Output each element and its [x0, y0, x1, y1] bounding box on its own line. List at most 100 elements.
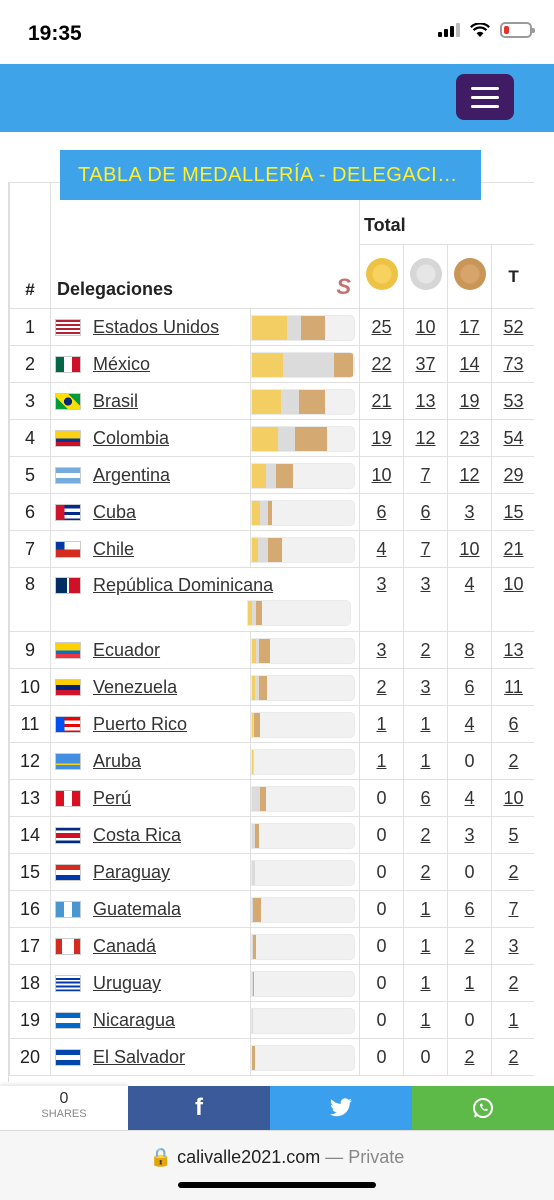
signal-icon [438, 23, 460, 37]
whatsapp-share-button[interactable] [412, 1086, 554, 1130]
bronze-count[interactable]: 12 [447, 456, 492, 494]
table-row: 17 Canadá 0 1 2 3 [9, 927, 534, 965]
gold-count[interactable]: 22 [359, 345, 404, 383]
total-count[interactable]: 11 [490, 668, 534, 706]
delegation-link[interactable]: Ecuador [93, 639, 161, 660]
silver-count[interactable]: 1 [403, 890, 448, 928]
silver-count[interactable]: 2 [403, 816, 448, 854]
gold-count[interactable]: 21 [359, 382, 404, 420]
silver-count[interactable]: 6 [403, 493, 448, 531]
bronze-count[interactable]: 2 [447, 1038, 492, 1076]
bronze-count[interactable]: 6 [447, 668, 492, 706]
total-count[interactable]: 29 [490, 456, 534, 494]
gold-count[interactable]: 25 [359, 308, 404, 346]
total-count[interactable]: 13 [490, 631, 534, 669]
gold-count[interactable]: 1 [359, 705, 404, 743]
facebook-share-button[interactable]: f [128, 1086, 270, 1130]
bronze-count: 0 [447, 742, 492, 780]
total-count[interactable]: 10 [490, 567, 534, 632]
total-count[interactable]: 2 [490, 964, 534, 1002]
gold-count[interactable]: 10 [359, 456, 404, 494]
hamburger-icon[interactable] [456, 74, 514, 120]
total-count[interactable]: 1 [490, 1001, 534, 1039]
delegation-link[interactable]: Aruba [93, 750, 142, 771]
total-count[interactable]: 2 [490, 742, 534, 780]
silver-count[interactable]: 1 [403, 964, 448, 1002]
bronze-count[interactable]: 6 [447, 890, 492, 928]
silver-count[interactable]: 1 [403, 742, 448, 780]
total-count[interactable]: 52 [490, 308, 534, 346]
delegation-link[interactable]: Nicaragua [93, 1009, 176, 1030]
medal-bar-cell [250, 419, 360, 457]
bronze-count[interactable]: 23 [447, 419, 492, 457]
silver-count[interactable]: 37 [403, 345, 448, 383]
total-count[interactable]: 2 [490, 1038, 534, 1076]
bronze-count[interactable]: 4 [447, 705, 492, 743]
silver-count[interactable]: 1 [403, 927, 448, 965]
delegation-link[interactable]: Paraguay [93, 861, 171, 882]
delegation-link[interactable]: México [93, 353, 151, 374]
gold-count[interactable]: 2 [359, 668, 404, 706]
total-count[interactable]: 10 [490, 779, 534, 817]
total-count[interactable]: 15 [490, 493, 534, 531]
silver-count[interactable]: 1 [403, 705, 448, 743]
silver-count[interactable]: 13 [403, 382, 448, 420]
delegation-link[interactable]: Estados Unidos [93, 316, 220, 337]
silver-count[interactable]: 6 [403, 779, 448, 817]
silver-count[interactable]: 12 [403, 419, 448, 457]
bronze-count[interactable]: 3 [447, 493, 492, 531]
bronze-count[interactable]: 4 [447, 567, 492, 632]
bronze-count[interactable]: 1 [447, 964, 492, 1002]
gold-count[interactable]: 6 [359, 493, 404, 531]
bronze-count[interactable]: 10 [447, 530, 492, 568]
delegation-link[interactable]: Argentina [93, 464, 171, 485]
medal-bar [251, 426, 355, 452]
gold-count[interactable]: 3 [359, 567, 404, 632]
delegation-link[interactable]: Cuba [93, 501, 137, 522]
gold-count[interactable]: 19 [359, 419, 404, 457]
bronze-count[interactable]: 19 [447, 382, 492, 420]
bronze-count[interactable]: 2 [447, 927, 492, 965]
total-count[interactable]: 3 [490, 927, 534, 965]
delegation-link[interactable]: El Salvador [93, 1046, 186, 1067]
twitter-share-button[interactable] [270, 1086, 412, 1130]
silver-count[interactable]: 7 [403, 530, 448, 568]
silver-count[interactable]: 3 [403, 668, 448, 706]
medal-bar-cell [250, 668, 360, 706]
delegation-link[interactable]: Guatemala [93, 898, 182, 919]
total-count[interactable]: 6 [490, 705, 534, 743]
bronze-count[interactable]: 14 [447, 345, 492, 383]
bronze-count[interactable]: 3 [447, 816, 492, 854]
delegation-link[interactable]: Chile [93, 538, 135, 559]
delegation-link[interactable]: Costa Rica [93, 824, 182, 845]
delegation-link[interactable]: Perú [93, 787, 132, 808]
delegation-link[interactable]: Canadá [93, 935, 157, 956]
bronze-count[interactable]: 8 [447, 631, 492, 669]
delegation-link[interactable]: Brasil [93, 390, 139, 411]
bronze-count[interactable]: 17 [447, 308, 492, 346]
total-count[interactable]: 21 [490, 530, 534, 568]
total-count[interactable]: 54 [490, 419, 534, 457]
silver-count[interactable]: 3 [403, 567, 448, 632]
url-bar[interactable]: 🔒 calivalle2021.com — Private [0, 1147, 554, 1168]
silver-count[interactable]: 1 [403, 1001, 448, 1039]
total-count[interactable]: 53 [490, 382, 534, 420]
delegation-link[interactable]: Uruguay [93, 972, 162, 993]
delegation-link[interactable]: Venezuela [93, 676, 178, 697]
flag-icon [55, 355, 81, 373]
gold-count[interactable]: 4 [359, 530, 404, 568]
delegation-link[interactable]: República Dominicana [93, 574, 274, 595]
silver-count[interactable]: 2 [403, 853, 448, 891]
bronze-count[interactable]: 4 [447, 779, 492, 817]
silver-count[interactable]: 7 [403, 456, 448, 494]
gold-count[interactable]: 1 [359, 742, 404, 780]
gold-count[interactable]: 3 [359, 631, 404, 669]
silver-count[interactable]: 2 [403, 631, 448, 669]
total-count[interactable]: 7 [490, 890, 534, 928]
delegation-link[interactable]: Puerto Rico [93, 713, 188, 734]
silver-count[interactable]: 10 [403, 308, 448, 346]
total-count[interactable]: 5 [490, 816, 534, 854]
delegation-link[interactable]: Colombia [93, 427, 170, 448]
total-count[interactable]: 2 [490, 853, 534, 891]
total-count[interactable]: 73 [490, 345, 534, 383]
